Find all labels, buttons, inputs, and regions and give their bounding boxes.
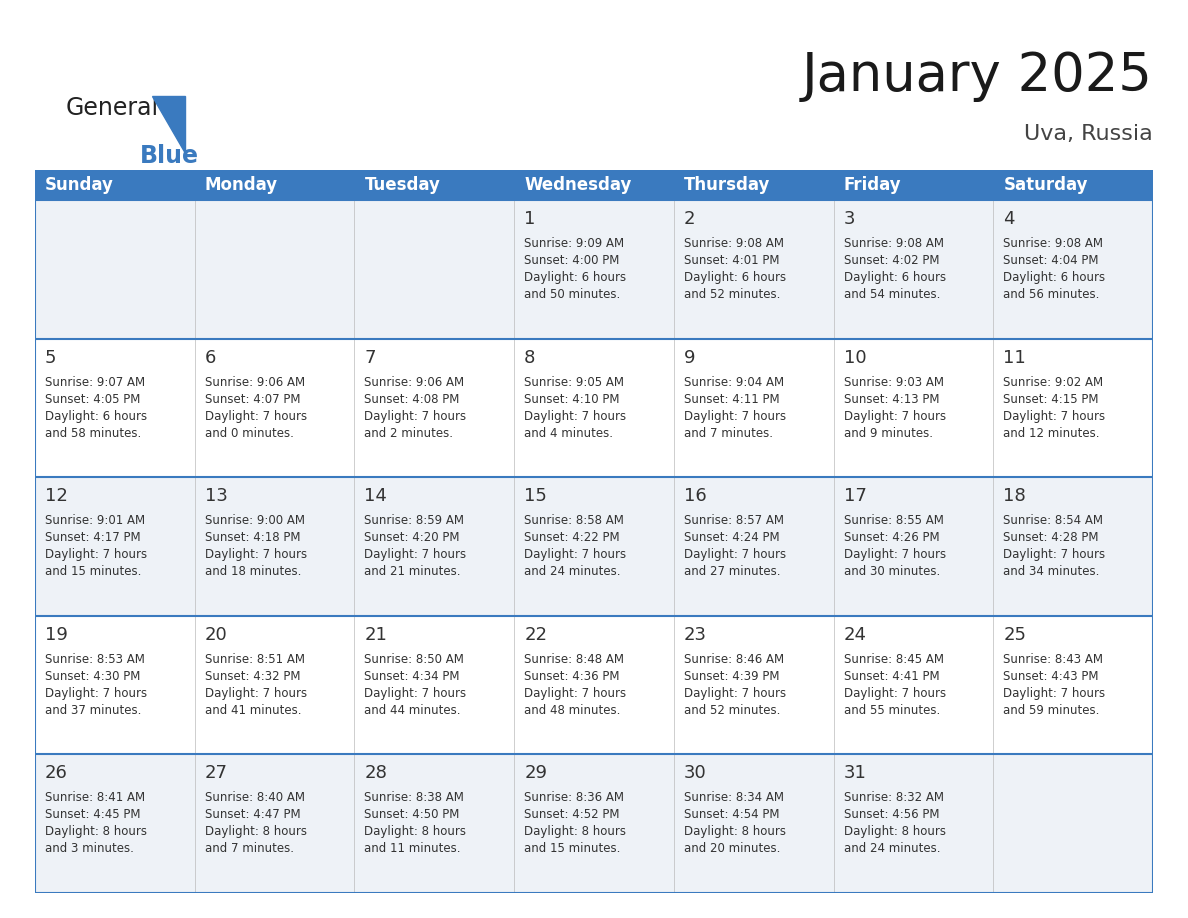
Bar <box>34 477 1154 616</box>
Text: 22: 22 <box>524 626 548 644</box>
Text: 9: 9 <box>684 349 695 366</box>
Text: Sunrise: 9:05 AM
Sunset: 4:10 PM
Daylight: 7 hours
and 4 minutes.: Sunrise: 9:05 AM Sunset: 4:10 PM Dayligh… <box>524 375 626 440</box>
Text: Tuesday: Tuesday <box>365 176 441 194</box>
Text: 13: 13 <box>204 487 228 505</box>
Text: 1: 1 <box>524 210 536 228</box>
Text: Sunrise: 8:41 AM
Sunset: 4:45 PM
Daylight: 8 hours
and 3 minutes.: Sunrise: 8:41 AM Sunset: 4:45 PM Dayligh… <box>45 791 147 856</box>
Bar <box>993 170 1154 200</box>
Text: 18: 18 <box>1004 487 1026 505</box>
Text: Sunrise: 9:06 AM
Sunset: 4:08 PM
Daylight: 7 hours
and 2 minutes.: Sunrise: 9:06 AM Sunset: 4:08 PM Dayligh… <box>365 375 467 440</box>
Text: Sunrise: 9:08 AM
Sunset: 4:01 PM
Daylight: 6 hours
and 52 minutes.: Sunrise: 9:08 AM Sunset: 4:01 PM Dayligh… <box>684 237 786 301</box>
Text: Sunrise: 8:55 AM
Sunset: 4:26 PM
Daylight: 7 hours
and 30 minutes.: Sunrise: 8:55 AM Sunset: 4:26 PM Dayligh… <box>843 514 946 578</box>
Text: 8: 8 <box>524 349 536 366</box>
Text: Sunrise: 8:58 AM
Sunset: 4:22 PM
Daylight: 7 hours
and 24 minutes.: Sunrise: 8:58 AM Sunset: 4:22 PM Dayligh… <box>524 514 626 578</box>
Text: Sunrise: 8:59 AM
Sunset: 4:20 PM
Daylight: 7 hours
and 21 minutes.: Sunrise: 8:59 AM Sunset: 4:20 PM Dayligh… <box>365 514 467 578</box>
Text: 17: 17 <box>843 487 866 505</box>
Text: Thursday: Thursday <box>684 176 770 194</box>
Text: Sunrise: 8:48 AM
Sunset: 4:36 PM
Daylight: 7 hours
and 48 minutes.: Sunrise: 8:48 AM Sunset: 4:36 PM Dayligh… <box>524 653 626 717</box>
Text: Monday: Monday <box>204 176 278 194</box>
Text: Sunrise: 9:07 AM
Sunset: 4:05 PM
Daylight: 6 hours
and 58 minutes.: Sunrise: 9:07 AM Sunset: 4:05 PM Dayligh… <box>45 375 147 440</box>
Text: 3: 3 <box>843 210 855 228</box>
Text: Saturday: Saturday <box>1004 176 1088 194</box>
Text: Sunrise: 9:08 AM
Sunset: 4:02 PM
Daylight: 6 hours
and 54 minutes.: Sunrise: 9:08 AM Sunset: 4:02 PM Dayligh… <box>843 237 946 301</box>
Text: 29: 29 <box>524 765 548 782</box>
Text: 5: 5 <box>45 349 57 366</box>
Text: Sunrise: 8:50 AM
Sunset: 4:34 PM
Daylight: 7 hours
and 44 minutes.: Sunrise: 8:50 AM Sunset: 4:34 PM Dayligh… <box>365 653 467 717</box>
Text: Sunrise: 8:57 AM
Sunset: 4:24 PM
Daylight: 7 hours
and 27 minutes.: Sunrise: 8:57 AM Sunset: 4:24 PM Dayligh… <box>684 514 786 578</box>
Bar <box>34 200 1154 339</box>
Text: 20: 20 <box>204 626 227 644</box>
Text: 27: 27 <box>204 765 228 782</box>
Text: 12: 12 <box>45 487 68 505</box>
Bar <box>195 170 354 200</box>
Text: Uva, Russia: Uva, Russia <box>1024 124 1152 144</box>
Text: Sunrise: 8:38 AM
Sunset: 4:50 PM
Daylight: 8 hours
and 11 minutes.: Sunrise: 8:38 AM Sunset: 4:50 PM Dayligh… <box>365 791 467 856</box>
Text: 16: 16 <box>684 487 707 505</box>
Text: 6: 6 <box>204 349 216 366</box>
Text: 28: 28 <box>365 765 387 782</box>
Text: Sunrise: 8:32 AM
Sunset: 4:56 PM
Daylight: 8 hours
and 24 minutes.: Sunrise: 8:32 AM Sunset: 4:56 PM Dayligh… <box>843 791 946 856</box>
Text: 15: 15 <box>524 487 546 505</box>
Text: 30: 30 <box>684 765 707 782</box>
Text: 4: 4 <box>1004 210 1015 228</box>
Text: Sunrise: 8:45 AM
Sunset: 4:41 PM
Daylight: 7 hours
and 55 minutes.: Sunrise: 8:45 AM Sunset: 4:41 PM Dayligh… <box>843 653 946 717</box>
Text: Sunrise: 9:02 AM
Sunset: 4:15 PM
Daylight: 7 hours
and 12 minutes.: Sunrise: 9:02 AM Sunset: 4:15 PM Dayligh… <box>1004 375 1105 440</box>
Text: Sunrise: 9:00 AM
Sunset: 4:18 PM
Daylight: 7 hours
and 18 minutes.: Sunrise: 9:00 AM Sunset: 4:18 PM Dayligh… <box>204 514 307 578</box>
Text: 11: 11 <box>1004 349 1026 366</box>
Text: Sunday: Sunday <box>45 176 114 194</box>
Text: Sunrise: 9:09 AM
Sunset: 4:00 PM
Daylight: 6 hours
and 50 minutes.: Sunrise: 9:09 AM Sunset: 4:00 PM Dayligh… <box>524 237 626 301</box>
Text: Sunrise: 9:04 AM
Sunset: 4:11 PM
Daylight: 7 hours
and 7 minutes.: Sunrise: 9:04 AM Sunset: 4:11 PM Dayligh… <box>684 375 786 440</box>
Text: Blue: Blue <box>140 144 200 168</box>
Text: Sunrise: 9:06 AM
Sunset: 4:07 PM
Daylight: 7 hours
and 0 minutes.: Sunrise: 9:06 AM Sunset: 4:07 PM Dayligh… <box>204 375 307 440</box>
Text: 25: 25 <box>1004 626 1026 644</box>
Text: Sunrise: 8:43 AM
Sunset: 4:43 PM
Daylight: 7 hours
and 59 minutes.: Sunrise: 8:43 AM Sunset: 4:43 PM Dayligh… <box>1004 653 1105 717</box>
Bar <box>34 339 1154 477</box>
Text: Friday: Friday <box>843 176 902 194</box>
Bar <box>34 616 1154 755</box>
Text: Sunrise: 9:03 AM
Sunset: 4:13 PM
Daylight: 7 hours
and 9 minutes.: Sunrise: 9:03 AM Sunset: 4:13 PM Dayligh… <box>843 375 946 440</box>
Text: 19: 19 <box>45 626 68 644</box>
Text: 26: 26 <box>45 765 68 782</box>
Text: Sunrise: 8:40 AM
Sunset: 4:47 PM
Daylight: 8 hours
and 7 minutes.: Sunrise: 8:40 AM Sunset: 4:47 PM Dayligh… <box>204 791 307 856</box>
Text: 7: 7 <box>365 349 375 366</box>
Text: 2: 2 <box>684 210 695 228</box>
Text: Wednesday: Wednesday <box>524 176 632 194</box>
Text: 21: 21 <box>365 626 387 644</box>
Text: January 2025: January 2025 <box>802 50 1152 103</box>
Bar <box>354 170 514 200</box>
Text: General: General <box>65 96 158 120</box>
Text: Sunrise: 8:53 AM
Sunset: 4:30 PM
Daylight: 7 hours
and 37 minutes.: Sunrise: 8:53 AM Sunset: 4:30 PM Dayligh… <box>45 653 147 717</box>
Text: 24: 24 <box>843 626 866 644</box>
Text: 10: 10 <box>843 349 866 366</box>
Bar <box>34 170 195 200</box>
Bar <box>514 170 674 200</box>
Text: Sunrise: 8:54 AM
Sunset: 4:28 PM
Daylight: 7 hours
and 34 minutes.: Sunrise: 8:54 AM Sunset: 4:28 PM Dayligh… <box>1004 514 1105 578</box>
Text: 14: 14 <box>365 487 387 505</box>
Text: Sunrise: 8:51 AM
Sunset: 4:32 PM
Daylight: 7 hours
and 41 minutes.: Sunrise: 8:51 AM Sunset: 4:32 PM Dayligh… <box>204 653 307 717</box>
Bar <box>34 755 1154 893</box>
Text: Sunrise: 8:36 AM
Sunset: 4:52 PM
Daylight: 8 hours
and 15 minutes.: Sunrise: 8:36 AM Sunset: 4:52 PM Dayligh… <box>524 791 626 856</box>
Text: Sunrise: 9:01 AM
Sunset: 4:17 PM
Daylight: 7 hours
and 15 minutes.: Sunrise: 9:01 AM Sunset: 4:17 PM Dayligh… <box>45 514 147 578</box>
Text: 31: 31 <box>843 765 866 782</box>
Text: Sunrise: 8:46 AM
Sunset: 4:39 PM
Daylight: 7 hours
and 52 minutes.: Sunrise: 8:46 AM Sunset: 4:39 PM Dayligh… <box>684 653 786 717</box>
Bar <box>834 170 993 200</box>
Text: Sunrise: 9:08 AM
Sunset: 4:04 PM
Daylight: 6 hours
and 56 minutes.: Sunrise: 9:08 AM Sunset: 4:04 PM Dayligh… <box>1004 237 1105 301</box>
Bar <box>674 170 834 200</box>
Text: Sunrise: 8:34 AM
Sunset: 4:54 PM
Daylight: 8 hours
and 20 minutes.: Sunrise: 8:34 AM Sunset: 4:54 PM Dayligh… <box>684 791 785 856</box>
Text: 23: 23 <box>684 626 707 644</box>
